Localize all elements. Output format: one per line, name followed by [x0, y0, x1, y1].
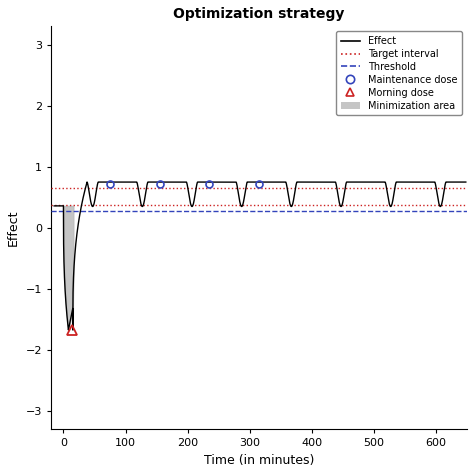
Title: Optimization strategy: Optimization strategy	[173, 7, 345, 21]
Legend: Effect, Target interval, Threshold, Maintenance dose, Morning dose, Minimization: Effect, Target interval, Threshold, Main…	[336, 31, 462, 116]
Y-axis label: Effect: Effect	[7, 210, 20, 246]
X-axis label: Time (in minutes): Time (in minutes)	[204, 454, 314, 467]
